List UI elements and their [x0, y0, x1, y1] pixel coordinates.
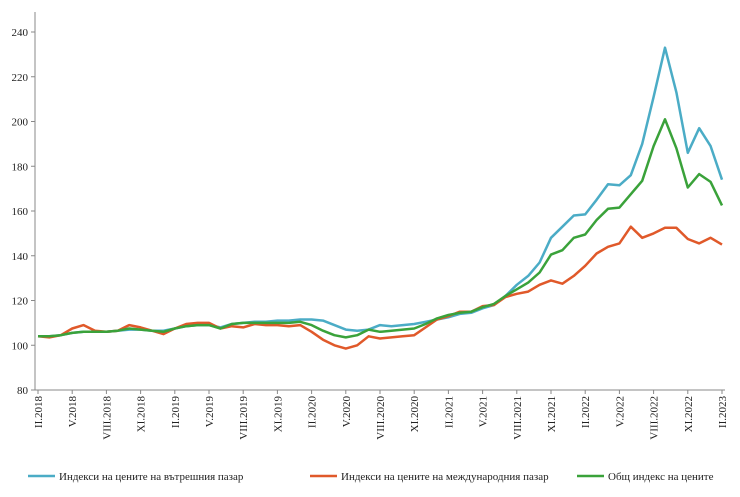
x-tick-label: II.2019	[170, 396, 182, 429]
x-tick-label: II.2022	[580, 396, 592, 428]
x-tick-label: XI.2018	[136, 396, 148, 433]
x-tick-label: XI.2021	[546, 396, 558, 432]
x-tick-label: VIII.2022	[649, 396, 661, 440]
x-tick-label: II.2020	[307, 396, 319, 429]
y-tick-label: 240	[12, 27, 29, 39]
x-tick-label: V.2019	[204, 396, 216, 428]
x-tick-label: VIII.2018	[101, 396, 113, 440]
x-tick-label: V.2020	[341, 396, 353, 428]
y-tick-label: 220	[12, 72, 29, 84]
legend-label: Индекси на цените на международния пазар	[341, 471, 549, 483]
y-tick-label: 100	[12, 340, 29, 352]
x-tick-label: VIII.2021	[512, 396, 524, 440]
x-tick-label: V.2022	[614, 396, 626, 427]
x-tick-label: V.2018	[67, 396, 79, 428]
y-tick-label: 140	[12, 251, 29, 263]
x-tick-label: II.2023	[717, 396, 729, 429]
legend-label: Общ индекс на цените	[608, 471, 714, 483]
series-line	[38, 46, 724, 338]
y-tick-label: 80	[17, 385, 29, 397]
x-tick-label: VIII.2019	[238, 396, 250, 440]
legend-label: Индекси на цените на вътрешния пазар	[59, 471, 244, 483]
x-tick-label: VIII.2020	[375, 396, 387, 440]
x-tick-label: II.2021	[443, 396, 455, 428]
x-tick-label: XI.2020	[409, 396, 421, 433]
y-tick-label: 200	[12, 117, 29, 129]
x-tick-label: V.2021	[478, 396, 490, 427]
y-tick-label: 160	[12, 206, 29, 218]
y-tick-label: 120	[12, 296, 29, 308]
x-tick-label: XI.2019	[272, 396, 284, 433]
y-tick-label: 180	[12, 161, 29, 173]
x-tick-label: II.2018	[33, 396, 45, 429]
series-line	[38, 118, 724, 339]
x-tick-label: XI.2022	[683, 396, 695, 432]
